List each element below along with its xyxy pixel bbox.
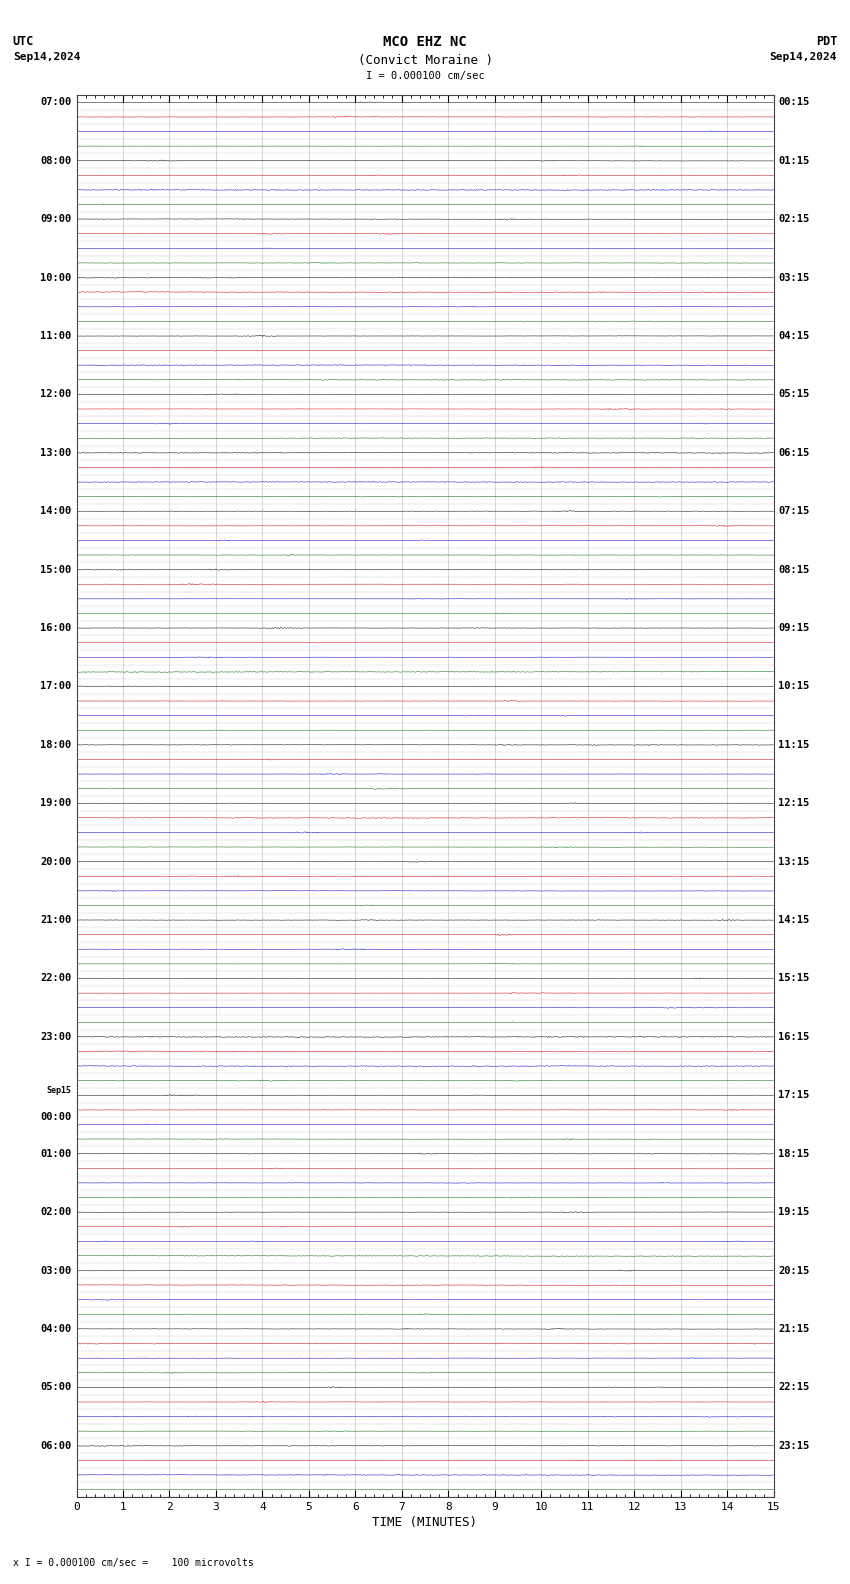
Text: 06:00: 06:00 (40, 1441, 71, 1451)
Text: 07:00: 07:00 (40, 97, 71, 108)
Text: 10:00: 10:00 (40, 272, 71, 282)
Text: 06:15: 06:15 (779, 448, 810, 458)
Text: 03:00: 03:00 (40, 1266, 71, 1275)
Text: 23:15: 23:15 (779, 1441, 810, 1451)
Text: 19:00: 19:00 (40, 798, 71, 808)
Text: 14:15: 14:15 (779, 916, 810, 925)
Text: 11:15: 11:15 (779, 740, 810, 749)
Text: 09:00: 09:00 (40, 214, 71, 225)
Text: 01:15: 01:15 (779, 155, 810, 166)
Text: 03:15: 03:15 (779, 272, 810, 282)
Text: 12:15: 12:15 (779, 798, 810, 808)
Text: 16:15: 16:15 (779, 1031, 810, 1042)
Text: 15:00: 15:00 (40, 564, 71, 575)
Text: x I = 0.000100 cm/sec =    100 microvolts: x I = 0.000100 cm/sec = 100 microvolts (13, 1559, 253, 1568)
Text: 09:15: 09:15 (779, 623, 810, 634)
Text: 10:15: 10:15 (779, 681, 810, 692)
Text: 18:15: 18:15 (779, 1148, 810, 1159)
Text: 04:00: 04:00 (40, 1324, 71, 1334)
Text: 07:15: 07:15 (779, 507, 810, 516)
Text: UTC: UTC (13, 35, 34, 48)
Text: 21:15: 21:15 (779, 1324, 810, 1334)
Text: 02:15: 02:15 (779, 214, 810, 225)
Text: 13:00: 13:00 (40, 448, 71, 458)
Text: PDT: PDT (816, 35, 837, 48)
Text: 05:00: 05:00 (40, 1383, 71, 1392)
Text: 19:15: 19:15 (779, 1207, 810, 1217)
Text: Sep14,2024: Sep14,2024 (13, 52, 80, 62)
Text: 21:00: 21:00 (40, 916, 71, 925)
Text: 02:00: 02:00 (40, 1207, 71, 1217)
Text: 18:00: 18:00 (40, 740, 71, 749)
Text: 20:15: 20:15 (779, 1266, 810, 1275)
Text: I = 0.000100 cm/sec: I = 0.000100 cm/sec (366, 71, 484, 81)
Text: 08:00: 08:00 (40, 155, 71, 166)
Text: 20:00: 20:00 (40, 857, 71, 866)
Text: (Convict Moraine ): (Convict Moraine ) (358, 54, 492, 67)
Text: 01:00: 01:00 (40, 1148, 71, 1159)
Text: 17:00: 17:00 (40, 681, 71, 692)
Text: 17:15: 17:15 (779, 1090, 810, 1101)
Text: Sep14,2024: Sep14,2024 (770, 52, 837, 62)
Text: 12:00: 12:00 (40, 390, 71, 399)
Text: 00:15: 00:15 (779, 97, 810, 108)
X-axis label: TIME (MINUTES): TIME (MINUTES) (372, 1516, 478, 1529)
Text: 16:00: 16:00 (40, 623, 71, 634)
Text: Sep15: Sep15 (47, 1085, 71, 1095)
Text: 05:15: 05:15 (779, 390, 810, 399)
Text: 13:15: 13:15 (779, 857, 810, 866)
Text: 11:00: 11:00 (40, 331, 71, 341)
Text: 14:00: 14:00 (40, 507, 71, 516)
Text: 08:15: 08:15 (779, 564, 810, 575)
Text: MCO EHZ NC: MCO EHZ NC (383, 35, 467, 49)
Text: 04:15: 04:15 (779, 331, 810, 341)
Text: 22:15: 22:15 (779, 1383, 810, 1392)
Text: 00:00: 00:00 (40, 1112, 71, 1121)
Text: 22:00: 22:00 (40, 974, 71, 984)
Text: 15:15: 15:15 (779, 974, 810, 984)
Text: 23:00: 23:00 (40, 1031, 71, 1042)
